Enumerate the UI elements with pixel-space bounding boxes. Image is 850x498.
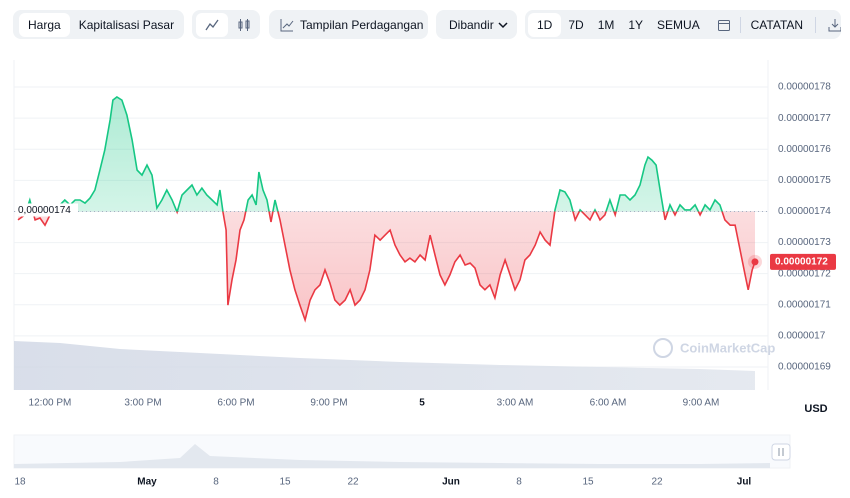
range-button[interactable]: 1Y xyxy=(628,17,644,32)
navigator-area xyxy=(14,444,770,468)
download-icon[interactable] xyxy=(828,18,841,32)
navigator-label: 22 xyxy=(651,477,663,488)
y-tick-label: 0.00000169 xyxy=(778,362,831,373)
chart-type-group xyxy=(192,10,260,39)
navigator-label: May xyxy=(137,477,157,488)
compare-label: Dibandir xyxy=(449,17,494,32)
range-button[interactable]: SEMUA xyxy=(657,17,700,32)
x-tick-label: 6:00 PM xyxy=(217,398,254,409)
range-button[interactable]: 7D xyxy=(568,17,584,32)
volume-area xyxy=(14,341,755,390)
line-up xyxy=(25,96,723,212)
navigator-label: 8 xyxy=(213,477,219,488)
y-unit: USD xyxy=(804,403,827,415)
watermark-text: CoinMarketCap xyxy=(680,340,775,355)
divider xyxy=(815,16,817,33)
tab-group: Harga Kapitalisasi Pasar xyxy=(13,10,184,39)
navigator-label: 22 xyxy=(347,477,359,488)
compare-button[interactable]: Dibandir xyxy=(436,10,517,39)
x-tick-label: 3:00 PM xyxy=(124,398,161,409)
x-tick-label: 9:00 PM xyxy=(310,398,347,409)
x-tick-label: 12:00 PM xyxy=(29,398,72,409)
trading-view-button[interactable]: Tampilan Perdagangan xyxy=(269,10,428,39)
y-tick-label: 0.00000178 xyxy=(778,82,831,93)
candle-icon[interactable] xyxy=(228,13,260,37)
calendar-icon[interactable] xyxy=(717,18,730,32)
navigator-label: 8 xyxy=(516,477,522,488)
area-up xyxy=(18,97,755,212)
line-down xyxy=(17,211,756,323)
watermark: CoinMarketCap xyxy=(653,338,775,358)
tab[interactable]: Harga xyxy=(19,12,70,37)
y-tick-label: 0.0000017 xyxy=(778,331,826,342)
navigator-label: Jun xyxy=(442,477,460,488)
notes-button[interactable]: CATATAN xyxy=(750,17,804,32)
x-tick-label: 6:00 AM xyxy=(590,398,627,409)
tab[interactable]: Kapitalisasi Pasar xyxy=(78,17,175,32)
trading-view-label: Tampilan Perdagangan xyxy=(300,17,424,32)
last-point xyxy=(751,258,759,266)
navigator-label: Jul xyxy=(737,477,752,488)
y-tick-label: 0.00000174 xyxy=(778,206,831,217)
x-tick-label: 5 xyxy=(419,398,425,409)
navigator-handle[interactable] xyxy=(771,443,791,461)
x-tick-label: 9:00 AM xyxy=(683,398,720,409)
range-button[interactable]: 1M xyxy=(597,17,615,32)
divider xyxy=(739,16,741,33)
range-group: 1D 7D 1M 1Y SEMUA CATATAN xyxy=(525,10,841,39)
current-label: 0.00000172 xyxy=(775,256,828,267)
navigator-label: 15 xyxy=(582,477,594,488)
y-tick-label: 0.00000173 xyxy=(778,237,831,248)
y-tick-label: 0.00000175 xyxy=(778,175,831,186)
y-tick-label: 0.00000171 xyxy=(778,299,831,310)
navigator-label: 15 xyxy=(279,477,291,488)
range-button[interactable]: 1D xyxy=(528,12,562,37)
y-tick-label: 0.00000177 xyxy=(778,113,831,124)
y-tick-label: 0.00000172 xyxy=(778,268,831,279)
navigator-label: 18 xyxy=(14,477,26,488)
y-tick-label: 0.00000176 xyxy=(778,144,831,155)
baseline-label: 0,00000174 xyxy=(18,205,71,216)
current-label-bg xyxy=(770,253,836,270)
baseline-label-bg xyxy=(16,203,78,217)
line-icon[interactable] xyxy=(196,12,228,37)
x-tick-label: 3:00 AM xyxy=(497,398,534,409)
